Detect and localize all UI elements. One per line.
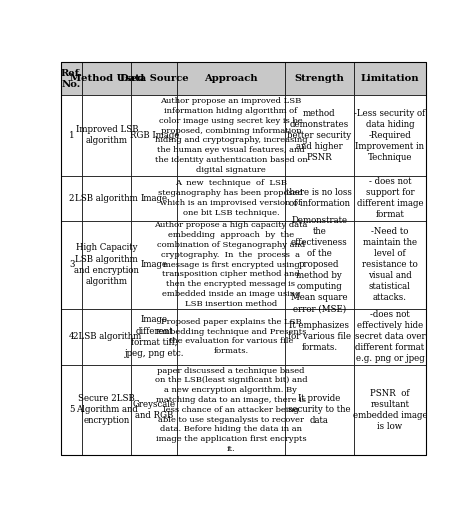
Text: Image: Image xyxy=(141,260,168,269)
Bar xyxy=(82,62,131,95)
Text: 2: 2 xyxy=(69,194,74,203)
Bar xyxy=(82,221,131,309)
Bar xyxy=(131,221,177,309)
Bar xyxy=(82,309,131,365)
Text: Image: Image xyxy=(141,194,168,203)
Text: Ref.
No.: Ref. No. xyxy=(61,69,83,89)
Text: Improved LSB
algorithm: Improved LSB algorithm xyxy=(76,125,138,145)
Bar xyxy=(82,176,131,221)
Bar xyxy=(177,365,285,455)
Bar xyxy=(177,309,285,365)
Text: A  new  technique  of  LSB
steganography has been proposed
which is an improvise: A new technique of LSB steganography has… xyxy=(158,180,303,217)
Bar xyxy=(285,176,354,221)
Text: LSB algorithm: LSB algorithm xyxy=(75,194,138,203)
Text: Strength: Strength xyxy=(294,74,344,83)
Bar xyxy=(285,365,354,455)
Bar xyxy=(61,176,82,221)
Bar xyxy=(82,365,131,455)
Text: method
demonstrates
better security
and higher
PSNR: method demonstrates better security and … xyxy=(287,109,351,162)
Text: 5: 5 xyxy=(69,405,74,414)
Bar xyxy=(354,62,426,95)
Bar xyxy=(131,62,177,95)
Text: Approach: Approach xyxy=(204,74,258,83)
Bar xyxy=(61,365,82,455)
Bar xyxy=(285,95,354,176)
Bar xyxy=(354,95,426,176)
Bar xyxy=(177,62,285,95)
Text: 2LSB algorithm: 2LSB algorithm xyxy=(73,332,141,341)
Bar xyxy=(61,62,82,95)
Text: It provide
security to the
data: It provide security to the data xyxy=(288,394,351,425)
Text: High Capacity
LSB algorithm
and encryption
algorithm: High Capacity LSB algorithm and encrypti… xyxy=(74,243,139,286)
Text: 4: 4 xyxy=(69,332,74,341)
Text: Limitation: Limitation xyxy=(361,74,419,83)
Bar xyxy=(285,221,354,309)
Text: Author propose a high capacity data
embedding  approach  by  the
combination of : Author propose a high capacity data embe… xyxy=(154,221,308,308)
Text: - does not
support for
different image
format: - does not support for different image f… xyxy=(356,177,423,219)
Text: paper discussed a technique based
on the LSB(least significant bit) and
a new en: paper discussed a technique based on the… xyxy=(155,367,307,453)
Text: 1: 1 xyxy=(69,131,74,140)
Text: -Less security of
data hiding
-Required
Improvement in
Technique: -Less security of data hiding -Required … xyxy=(354,109,426,162)
Bar xyxy=(177,176,285,221)
Text: 3: 3 xyxy=(69,260,74,269)
Text: Image
different
format tiff,
jpeg, png etc.: Image different format tiff, jpeg, png e… xyxy=(125,315,184,358)
Text: Author propose an improved LSB
information hiding algorithm of
color image using: Author propose an improved LSB informati… xyxy=(155,97,307,174)
Bar xyxy=(61,221,82,309)
Bar xyxy=(131,309,177,365)
Bar xyxy=(131,365,177,455)
Text: Proposed paper explains the LSB
Embedding technique and Presents
the evaluation : Proposed paper explains the LSB Embeddin… xyxy=(155,318,306,355)
Bar xyxy=(354,221,426,309)
Bar xyxy=(61,309,82,365)
Bar xyxy=(61,95,82,176)
Text: Data Source: Data Source xyxy=(120,74,189,83)
Text: PSNR  of
resultant
embedded image
is low: PSNR of resultant embedded image is low xyxy=(353,389,427,431)
Text: Greyscale
and RGB: Greyscale and RGB xyxy=(133,400,176,420)
Text: Secure 2LSB
Algorithm and
encryption: Secure 2LSB Algorithm and encryption xyxy=(76,394,138,425)
Bar xyxy=(285,62,354,95)
Bar xyxy=(177,221,285,309)
Bar xyxy=(354,365,426,455)
Text: RGB Image: RGB Image xyxy=(129,131,179,140)
Bar xyxy=(177,95,285,176)
Bar xyxy=(285,309,354,365)
Bar xyxy=(82,95,131,176)
Text: It emphasizes
for various file
formats.: It emphasizes for various file formats. xyxy=(288,321,351,352)
Bar xyxy=(354,176,426,221)
Bar xyxy=(131,95,177,176)
Bar xyxy=(354,309,426,365)
Text: Method Used: Method Used xyxy=(70,74,144,83)
Text: there is no loss
of information: there is no loss of information xyxy=(286,188,352,208)
Text: -does not
effectively hide
secret data over
different format
e.g. png or jpeg: -does not effectively hide secret data o… xyxy=(355,310,425,363)
Text: -Need to
maintain the
level of
resistance to
visual and
statistical
attacks.: -Need to maintain the level of resistanc… xyxy=(362,227,418,303)
Text: Demonstrate
the
effectiveness
of the
proposed
method by
computing
Mean square
er: Demonstrate the effectiveness of the pro… xyxy=(291,216,348,313)
Bar xyxy=(131,176,177,221)
